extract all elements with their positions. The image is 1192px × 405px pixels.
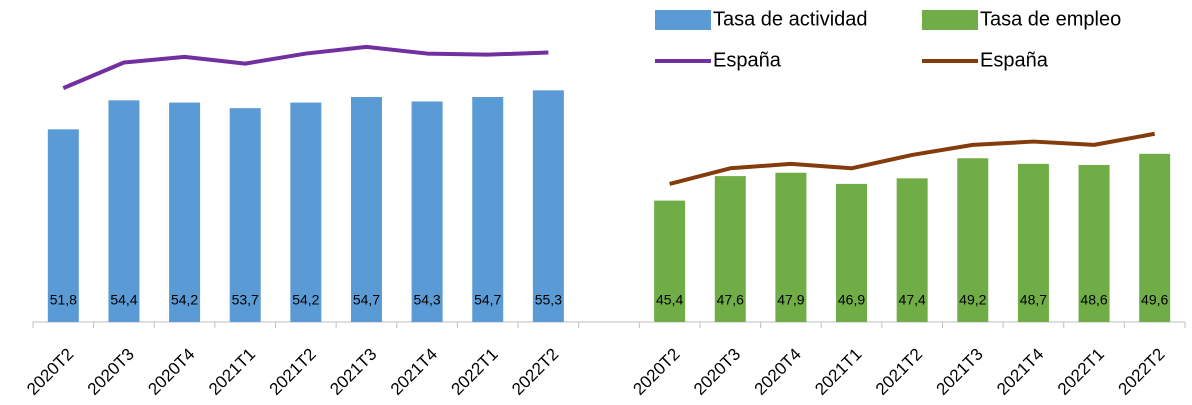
bar xyxy=(108,100,140,322)
bar xyxy=(169,102,201,322)
bar xyxy=(472,97,504,322)
bar xyxy=(532,90,564,322)
value-label: 48,6 xyxy=(1080,292,1107,308)
x-tick-label: 2020T4 xyxy=(751,345,805,399)
bar xyxy=(290,102,322,322)
x-tick-label: 2022T1 xyxy=(1054,345,1108,399)
value-label: 54,4 xyxy=(110,292,137,308)
value-label: 48,7 xyxy=(1020,292,1047,308)
bar xyxy=(714,176,746,322)
value-label: 45,4 xyxy=(656,292,683,308)
legend-label: España xyxy=(713,49,782,71)
value-label: 49,6 xyxy=(1141,292,1168,308)
bar xyxy=(411,101,443,323)
value-label: 54,7 xyxy=(474,292,501,308)
legend-label: España xyxy=(980,49,1049,71)
x-tick-label: 2021T2 xyxy=(266,345,320,399)
x-tick-label: 2021T1 xyxy=(811,345,865,399)
value-label: 55,3 xyxy=(535,292,562,308)
bar xyxy=(47,129,79,322)
x-tick-label: 2020T3 xyxy=(84,345,138,399)
legend-swatch xyxy=(655,10,711,30)
bar xyxy=(654,200,686,322)
value-label: 47,9 xyxy=(777,292,804,308)
x-tick-label: 2021T3 xyxy=(933,345,987,399)
x-tick-label: 2020T4 xyxy=(144,345,198,399)
bar xyxy=(1017,163,1049,322)
bar xyxy=(1078,164,1110,322)
legend-swatch xyxy=(922,10,978,30)
line xyxy=(62,44,549,90)
value-label: 51,8 xyxy=(50,292,77,308)
bar xyxy=(1139,153,1171,322)
legend-label: Tasa de actividad xyxy=(713,8,868,30)
legend-label: Tasa de empleo xyxy=(980,8,1121,30)
x-tick-label: 2021T1 xyxy=(205,345,259,399)
bar xyxy=(350,97,382,322)
x-tick-label: 2021T4 xyxy=(387,345,441,399)
value-label: 53,7 xyxy=(232,292,259,308)
bar xyxy=(957,158,989,322)
x-tick-label: 2020T2 xyxy=(23,345,77,399)
x-tick-label: 2022T2 xyxy=(508,345,562,399)
value-label: 49,2 xyxy=(959,292,986,308)
bar xyxy=(836,183,868,322)
bar xyxy=(229,108,261,322)
value-label: 46,9 xyxy=(838,292,865,308)
value-label: 54,2 xyxy=(292,292,319,308)
x-tick-label: 2022T2 xyxy=(1114,345,1168,399)
value-label: 47,6 xyxy=(717,292,744,308)
x-tick-label: 2020T2 xyxy=(629,345,683,399)
value-label: 54,2 xyxy=(171,292,198,308)
value-label: 54,7 xyxy=(353,292,380,308)
x-tick-label: 2020T3 xyxy=(690,345,744,399)
x-tick-label: 2022T1 xyxy=(448,345,502,399)
x-tick-label: 2021T4 xyxy=(993,345,1047,399)
value-label: 54,3 xyxy=(413,292,440,308)
bar xyxy=(775,172,807,322)
value-label: 47,4 xyxy=(899,292,926,308)
x-tick-label: 2021T3 xyxy=(326,345,380,399)
bar xyxy=(896,178,928,322)
line xyxy=(669,131,1156,186)
x-tick-label: 2021T2 xyxy=(872,345,926,399)
